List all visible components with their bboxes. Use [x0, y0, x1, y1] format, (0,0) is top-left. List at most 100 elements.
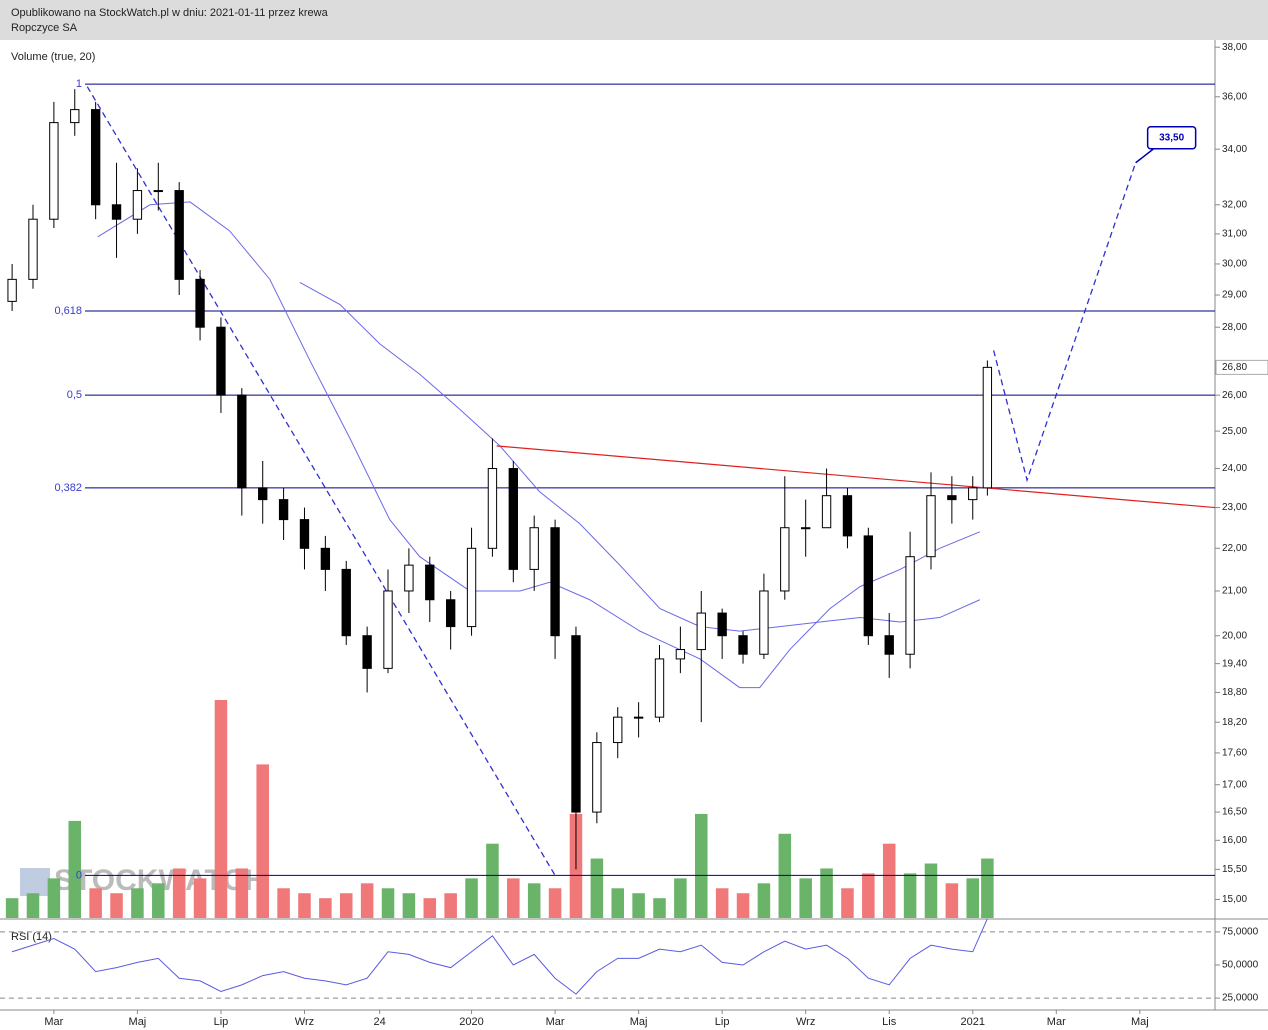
volume-bar [778, 833, 792, 918]
candle-body [195, 278, 205, 328]
volume-bar [465, 878, 478, 918]
x-tick-label: Mar [546, 1016, 565, 1028]
header-subtitle: Ropczyce SA [11, 22, 78, 34]
candle-body [821, 495, 832, 529]
candle-body [801, 527, 811, 530]
candle-body [926, 495, 936, 558]
candle-body [968, 487, 978, 501]
candle-body [28, 218, 38, 280]
y-tick-label: 30,00 [1222, 259, 1247, 270]
fib-label: 0,618 [54, 305, 82, 317]
candle-body [487, 468, 498, 549]
y-tick-label: 18,80 [1222, 687, 1247, 698]
x-tick-label: Maj [1131, 1016, 1149, 1028]
y-tick-label: 34,00 [1222, 144, 1247, 155]
candle-body [404, 564, 414, 592]
candle-body [90, 109, 101, 206]
callout-box [1146, 126, 1197, 150]
y-tick-label: 31,00 [1222, 229, 1247, 240]
y-tick-label: 28,00 [1222, 322, 1247, 333]
volume-bar [486, 843, 499, 918]
volume-bar [68, 820, 82, 918]
volume-bar [527, 883, 541, 918]
y-tick-label: 25,00 [1222, 426, 1247, 437]
candle-body [425, 564, 435, 601]
volume-bar [444, 893, 457, 918]
y-tick-label: 17,60 [1222, 748, 1247, 759]
x-tick-label: Lip [214, 1016, 229, 1028]
candle-body [362, 635, 372, 669]
candle-body [132, 190, 143, 220]
x-tick-label: Maj [129, 1016, 147, 1028]
header-bar [0, 0, 1268, 40]
volume-bar [360, 883, 374, 918]
candle-body [696, 612, 706, 651]
volume-bar [89, 888, 102, 918]
volume-bar [903, 873, 917, 918]
x-tick-label: Mar [44, 1016, 63, 1028]
x-tick-label: 2020 [459, 1016, 483, 1028]
candle-body [383, 590, 393, 669]
volume-bar [715, 888, 729, 918]
candle-body [258, 487, 268, 501]
candle-body [529, 527, 539, 570]
candle-body [592, 742, 602, 813]
candle-body [550, 527, 560, 637]
candle-body [111, 204, 122, 220]
x-tick-label: Wrz [796, 1016, 815, 1028]
fib-label: 0,5 [67, 389, 82, 401]
volume-bar [423, 898, 437, 918]
candle-body [49, 122, 59, 220]
fib-label: 1 [76, 78, 82, 90]
header-text: Opublikowano na StockWatch.pl w dniu: 20… [11, 7, 329, 19]
volume-bar [110, 893, 123, 918]
volume-bar [882, 843, 896, 918]
volume-bar [653, 898, 666, 918]
trendline [496, 445, 1216, 509]
candle-body [7, 278, 17, 302]
volume-bar [152, 883, 165, 918]
volume-bar [381, 888, 395, 918]
volume-bar [319, 898, 332, 918]
y-tick-label: 20,00 [1222, 630, 1247, 641]
x-tick-label: Maj [630, 1016, 648, 1028]
candle-body [216, 326, 226, 396]
callout-pointer [1135, 148, 1162, 164]
y-tick-label: 18,20 [1222, 717, 1247, 728]
volume-bar [611, 888, 624, 918]
moving-average [97, 201, 981, 689]
candle-body [738, 635, 748, 655]
projection-line [86, 86, 556, 876]
candle-body [633, 716, 644, 719]
candle-body [905, 556, 915, 655]
volume-bar [841, 888, 854, 918]
volume-bar [632, 893, 645, 918]
volume-bar [131, 888, 144, 918]
volume-bar [26, 893, 40, 918]
candle-body [237, 394, 247, 489]
candle-body [299, 519, 310, 549]
candle-body [278, 499, 289, 521]
volume-bar [256, 764, 269, 918]
y-tick-label: 38,00 [1222, 42, 1247, 53]
candle-body [654, 658, 665, 718]
y-tick-label: 26,00 [1222, 390, 1247, 401]
volume-bar [548, 888, 562, 918]
candle-body [174, 190, 184, 280]
volume-bar [235, 868, 249, 918]
candle-body [445, 599, 456, 628]
volume-bar [924, 863, 938, 918]
watermark-logo [20, 868, 50, 896]
y-tick-label: 16,50 [1222, 807, 1247, 818]
candle-body [863, 535, 874, 637]
volume-bar [172, 868, 186, 918]
volume-bar [277, 888, 290, 918]
candle-body [70, 109, 80, 124]
fib-label: 0,382 [54, 482, 82, 494]
volume-bar [981, 858, 994, 918]
last-price-box [1215, 359, 1268, 375]
callout-label: 33,50 [1159, 132, 1184, 143]
x-tick-label: 2021 [961, 1016, 985, 1028]
